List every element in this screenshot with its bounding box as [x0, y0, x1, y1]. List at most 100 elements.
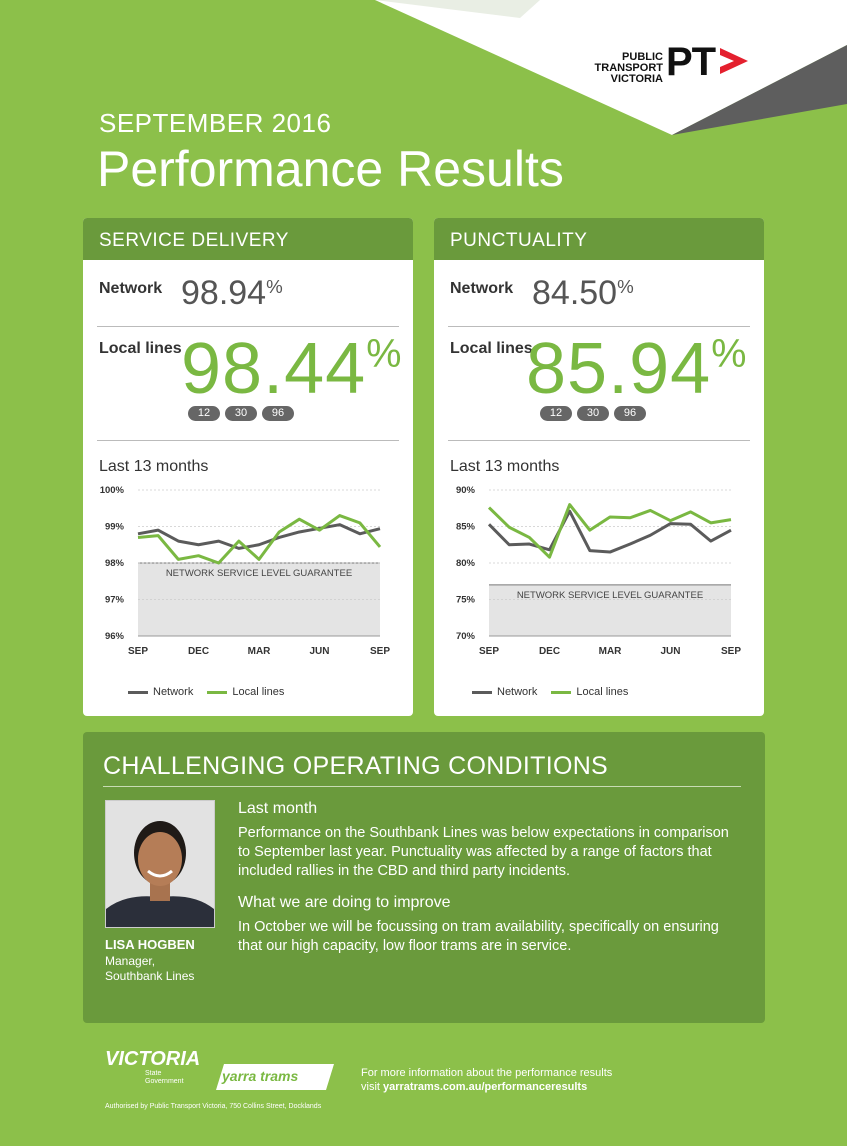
- manager-name: LISA HOGBEN: [105, 937, 195, 952]
- manager-role-line: Southbank Lines: [105, 969, 195, 983]
- network-label: Network: [99, 280, 163, 297]
- authorisation-text: Authorised by Public Transport Victoria,…: [105, 1103, 322, 1110]
- logo-line-victoria: VICTORIA: [610, 73, 663, 85]
- footer-info-line: For more information about the performan…: [361, 1067, 613, 1079]
- manager-role: Manager, Southbank Lines: [105, 954, 225, 984]
- legend-local-lines: Local lines: [551, 686, 628, 698]
- state-government-line: Government: [145, 1078, 184, 1085]
- operating-conditions-panel: CHALLENGING OPERATING CONDITIONS LISA HO…: [83, 732, 765, 1023]
- percent-sign: %: [617, 275, 634, 297]
- page-title: Performance Results: [97, 141, 564, 197]
- person-portrait-icon: [106, 801, 214, 927]
- route-badges: 12 30 96: [188, 406, 294, 421]
- local-lines-value-number: 85.94: [526, 329, 712, 409]
- logo-line-transport: TRANSPORT: [594, 62, 663, 74]
- x-tick-label: SEP: [370, 646, 390, 657]
- logo-line-public: PUBLIC: [622, 51, 663, 63]
- y-tick-label: 90%: [456, 485, 476, 496]
- series-line-network: [137, 523, 381, 550]
- local-lines-value: 85.94%: [526, 328, 747, 410]
- x-tick-label: SEP: [721, 646, 741, 657]
- legend-network-label: Network: [153, 686, 194, 698]
- x-tick-label: SEP: [128, 646, 148, 657]
- footer-info-line: visit yarratrams.com.au/performanceresul…: [361, 1080, 612, 1094]
- local-lines-label: Local lines: [99, 340, 182, 357]
- conditions-title: CHALLENGING OPERATING CONDITIONS: [103, 752, 609, 780]
- ptv-logo-pt: PT: [666, 40, 716, 84]
- legend-local-label: Local lines: [232, 686, 285, 698]
- x-tick-label: DEC: [188, 646, 209, 657]
- last-month-heading: Last month: [238, 800, 318, 817]
- route-badges: 12 30 96: [540, 406, 646, 421]
- legend-network: Network: [472, 686, 537, 698]
- yarra-trams-logo-text: yarra trams: [222, 1068, 299, 1084]
- route-badge: 12: [540, 406, 572, 421]
- footer-info: For more information about the performan…: [361, 1066, 612, 1094]
- divider: [448, 440, 750, 441]
- network-value: 98.94%: [181, 274, 283, 313]
- route-badge: 96: [262, 406, 294, 421]
- percent-sign: %: [366, 331, 403, 376]
- local-lines-value: 98.44%: [181, 328, 402, 410]
- network-value: 84.50%: [532, 274, 634, 313]
- punctuality-heading: PUNCTUALITY: [434, 218, 764, 260]
- service-delivery-chart: NETWORK SERVICE LEVEL GUARANTEE 100% 99% 98…: [100, 485, 391, 657]
- y-tick-label: 97%: [105, 595, 125, 606]
- footer-visit-text: visit: [361, 1081, 383, 1093]
- legend-swatch-network: [128, 690, 148, 694]
- yarra-trams-logo: [216, 1064, 334, 1090]
- local-lines-value-number: 98.44: [181, 329, 367, 409]
- legend-network-label: Network: [497, 686, 538, 698]
- legend-swatch-local: [551, 690, 572, 694]
- legend-swatch-local: [207, 690, 228, 694]
- improve-text: In October we will be focussing on tram …: [238, 919, 719, 954]
- route-badge: 12: [188, 406, 220, 421]
- divider: [103, 786, 741, 787]
- footer-url-link[interactable]: yarratrams.com.au/performanceresults: [383, 1081, 588, 1093]
- x-tick-label: JUN: [660, 646, 680, 657]
- series-line-local-lines: [137, 514, 382, 565]
- y-tick-label: 80%: [456, 558, 476, 569]
- y-tick-label: 96%: [105, 631, 125, 642]
- route-badge: 96: [614, 406, 646, 421]
- last-13-months-label: Last 13 months: [99, 458, 209, 475]
- improve-heading: What we are doing to improve: [238, 894, 451, 911]
- divider: [97, 326, 399, 327]
- legend-local-label: Local lines: [576, 686, 629, 698]
- service-delivery-card: SERVICE DELIVERY Network 98.94% Local li…: [83, 218, 413, 716]
- state-government-line: State: [145, 1070, 162, 1077]
- y-tick-label: 98%: [105, 558, 125, 569]
- x-tick-label: JUN: [309, 646, 329, 657]
- ptv-logo-text: PUBLIC TRANSPORT VICTORIA: [585, 52, 663, 85]
- manager-photo: [105, 800, 215, 928]
- legend-local-lines: Local lines: [207, 686, 284, 698]
- manager-role-line: Manager,: [105, 954, 156, 968]
- y-tick-label: 100%: [100, 485, 125, 496]
- guarantee-band: [489, 584, 731, 636]
- divider: [97, 440, 399, 441]
- punctuality-chart: NETWORK SERVICE LEVEL GUARANTEE 90% 85% 80%…: [456, 485, 741, 657]
- legend-network: Network: [128, 686, 193, 698]
- network-value-number: 84.50: [532, 274, 618, 312]
- last-13-months-label: Last 13 months: [450, 458, 560, 475]
- series-line-local-lines: [487, 503, 732, 559]
- chart-legend: Network Local lines: [128, 686, 284, 698]
- series-line-network: [487, 509, 732, 554]
- network-value-number: 98.94: [181, 274, 267, 312]
- guarantee-label: NETWORK SERVICE LEVEL GUARANTEE: [517, 590, 703, 601]
- percent-sign: %: [266, 275, 283, 297]
- state-government-text: State Government: [145, 1070, 184, 1086]
- chart-legend: Network Local lines: [472, 686, 628, 698]
- x-tick-label: SEP: [479, 646, 499, 657]
- victoria-logo-text: VICTORIA: [105, 1048, 201, 1070]
- network-label: Network: [450, 280, 514, 297]
- x-tick-label: DEC: [539, 646, 560, 657]
- report-month: SEPTEMBER 2016: [99, 108, 332, 138]
- x-tick-label: MAR: [248, 646, 272, 657]
- header-decoration: [375, 0, 847, 135]
- divider: [448, 326, 750, 327]
- local-lines-label: Local lines: [450, 340, 533, 357]
- y-tick-label: 85%: [456, 522, 476, 533]
- x-tick-label: MAR: [599, 646, 623, 657]
- guarantee-label: NETWORK SERVICE LEVEL GUARANTEE: [166, 568, 352, 579]
